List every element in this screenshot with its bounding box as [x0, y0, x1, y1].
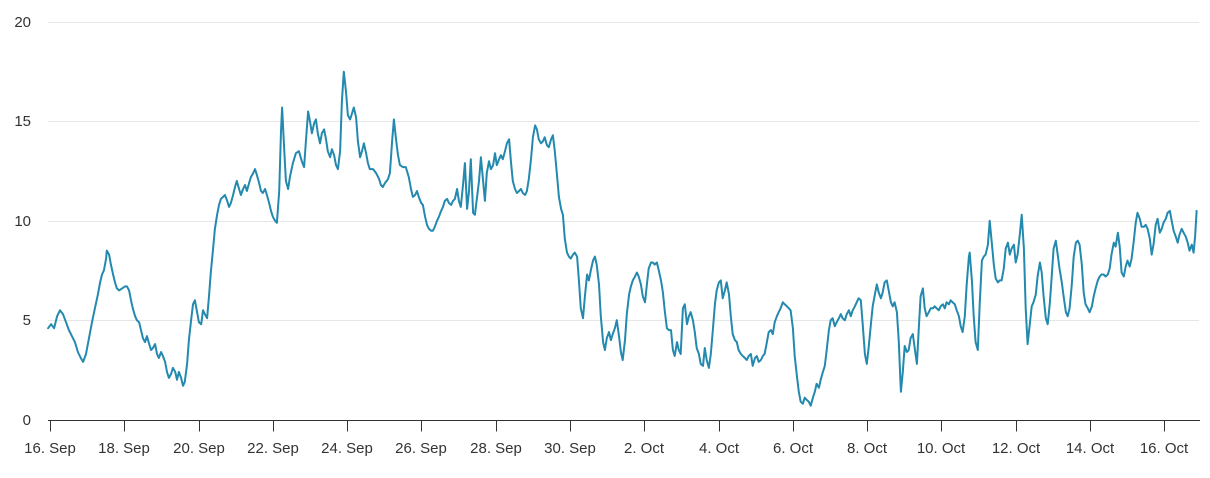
y-axis-label: 10: [14, 213, 31, 230]
x-axis-label: 28. Sep: [470, 440, 522, 457]
series-line[interactable]: [47, 70, 1198, 407]
x-axis-label: 26. Sep: [395, 440, 447, 457]
x-axis-label: 12. Oct: [992, 440, 1041, 457]
y-axis-label: 20: [14, 14, 31, 31]
y-axis-label: 15: [14, 113, 31, 130]
x-axis-label: 2. Oct: [624, 440, 665, 457]
y-axis-label: 5: [23, 312, 31, 329]
x-axis-label: 24. Sep: [321, 440, 373, 457]
x-axis-label: 16. Sep: [24, 440, 76, 457]
x-axis-label: 8. Oct: [847, 440, 888, 457]
x-axis-label: 6. Oct: [773, 440, 814, 457]
x-axis-label: 4. Oct: [699, 440, 740, 457]
x-axis-label: 18. Sep: [98, 440, 150, 457]
x-axis-label: 20. Sep: [173, 440, 225, 457]
x-axis-label: 10. Oct: [917, 440, 966, 457]
y-axis-label: 0: [23, 412, 31, 429]
x-axis-label: 30. Sep: [544, 440, 596, 457]
x-axis-label: 16. Oct: [1140, 440, 1189, 457]
x-axis-label: 14. Oct: [1066, 440, 1115, 457]
x-axis-label: 22. Sep: [247, 440, 299, 457]
